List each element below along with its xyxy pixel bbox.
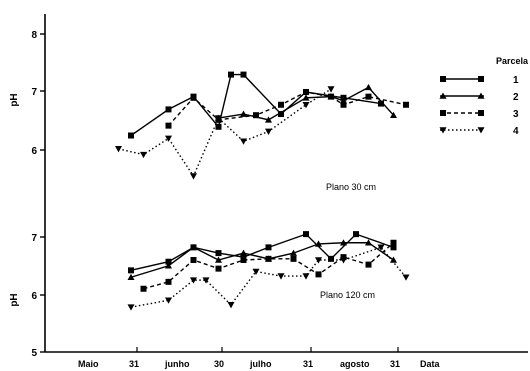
bottom-panel: 7 6 5 pH Plano 120 cm Maio 31 junho 30 j…: [9, 208, 528, 369]
top-tick-label-6: 6: [31, 146, 37, 157]
bottom-series-3-point-9: [366, 262, 372, 268]
top-series-4-point-2: [165, 136, 172, 142]
top-series-4-point-6: [265, 129, 272, 135]
top-series-3-point-8: [366, 94, 372, 100]
legend-marker-right-4: [478, 127, 485, 133]
top-series-4-point-0: [115, 146, 122, 152]
legend-marker-right-3: [478, 110, 484, 116]
top-plot-annotation: Plano 30 cm: [326, 182, 376, 192]
legend-label-2: 2: [513, 92, 519, 103]
top-series-3-point-4: [278, 102, 284, 108]
top-series-1-point-4: [228, 72, 234, 78]
top-tick-label-8: 8: [31, 30, 37, 41]
top-series-3-point-7: [341, 102, 347, 108]
legend-title: Parcela: [496, 56, 529, 66]
legend-marker-left-1: [440, 76, 446, 82]
legend-marker-right-1: [478, 76, 484, 82]
top-series-3-point-3: [253, 112, 259, 118]
x-label-agosto: agosto: [340, 359, 370, 369]
x-label-31-jul: 31: [303, 359, 313, 369]
top-series-3-point-0: [166, 123, 172, 129]
bottom-series-1-point-7: [328, 256, 334, 262]
bottom-tick-label-6: 6: [31, 291, 37, 302]
bottom-series-3-point-5: [266, 256, 272, 262]
bottom-series-4-point-6: [278, 273, 285, 279]
bottom-series-3-point-10: [391, 240, 397, 246]
bottom-series-4-point-1: [165, 297, 172, 303]
bottom-series-4-point-7: [303, 273, 310, 279]
top-series-1-point-0: [128, 133, 134, 139]
bottom-series-3-point-2: [191, 257, 197, 263]
legend-label-1: 1: [513, 75, 519, 86]
bottom-tick-label-5: 5: [31, 348, 37, 359]
bottom-series-2-point-4: [240, 250, 247, 256]
x-label-31-may: 31: [129, 359, 139, 369]
bottom-y-axis-label: pH: [9, 293, 20, 306]
legend-marker-left-3: [440, 110, 446, 116]
bottom-series-3-point-3: [216, 266, 222, 272]
x-label-julho: julho: [249, 359, 272, 369]
x-label-30-jun: 30: [214, 359, 224, 369]
top-series-4-point-8: [328, 86, 335, 92]
bottom-series-2-point-10: [390, 257, 397, 263]
bottom-tick-label-7: 7: [31, 233, 37, 244]
x-label-31-aug: 31: [390, 359, 400, 369]
top-series-3-point-6: [328, 94, 334, 100]
top-series-group: [115, 72, 409, 180]
x-label-junho: junho: [164, 359, 190, 369]
top-series-3-point-9: [403, 102, 409, 108]
bottom-series-3-point-7: [316, 271, 322, 277]
top-series-4-point-3: [190, 173, 197, 179]
bottom-series-4-point-4: [228, 302, 235, 308]
top-series-1-point-1: [166, 106, 172, 112]
bottom-series-3-point-0: [141, 286, 147, 292]
bottom-series-4-point-11: [403, 274, 410, 280]
bottom-series-3-point-1: [166, 279, 172, 285]
legend: Parcela 1 2 3 4: [440, 56, 530, 137]
top-series-4-point-5: [240, 139, 247, 145]
bottom-series-1-point-5: [266, 244, 272, 250]
top-y-axis-label: pH: [9, 93, 20, 106]
bottom-series-1-point-6: [303, 231, 309, 237]
top-series-4-point-7: [303, 102, 310, 108]
top-series-1-point-5: [241, 72, 247, 78]
top-panel: 8 7 6 pH Plano 30 cm: [9, 14, 409, 208]
top-series-4-point-1: [140, 152, 147, 158]
bottom-series-3-point-4: [241, 257, 247, 263]
bottom-series-1-point-8: [353, 231, 359, 237]
bottom-series-1-point-0: [128, 267, 134, 273]
legend-label-4: 4: [513, 126, 519, 137]
top-series-3-point-1: [191, 95, 197, 101]
top-series-3-point-5: [303, 89, 309, 95]
legend-rows: 1 2 3 4: [440, 75, 520, 137]
legend-label-3: 3: [513, 109, 519, 120]
bottom-plot-annotation: Plano 120 cm: [320, 290, 375, 300]
top-series-2-point-6: [365, 84, 372, 90]
x-label-maio: Maio: [78, 359, 99, 369]
top-tick-label-7: 7: [31, 87, 37, 98]
x-label-data: Data: [420, 359, 441, 369]
bottom-series-4-point-0: [128, 304, 135, 310]
bottom-series-3-point-6: [291, 256, 297, 262]
bottom-series-1-point-3: [216, 250, 222, 256]
